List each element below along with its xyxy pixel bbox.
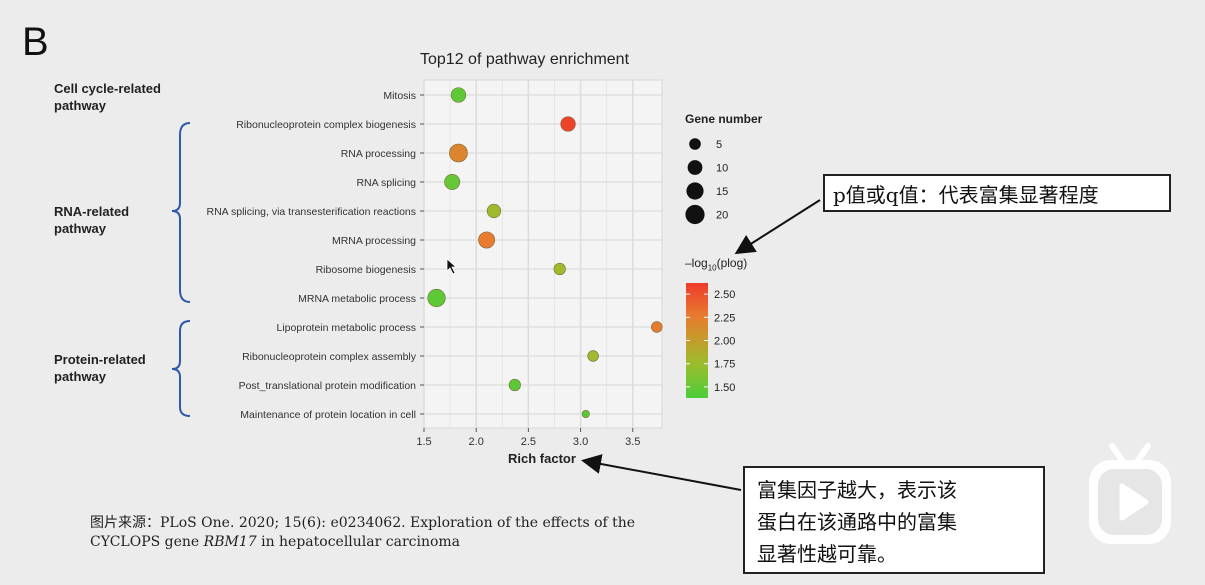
x-ticks: 1.5 2.0 2.5 3.0 3.5 (416, 428, 640, 448)
point-9 (587, 350, 599, 362)
mouse-cursor-icon (446, 258, 458, 275)
category-label-1: Ribonucleoprotein complex biogenesis (236, 119, 416, 131)
callout-rich-line-1: 富集因子越大，表示该 (757, 478, 957, 502)
x-tick-label-1: 2.0 (469, 436, 484, 448)
color-legend-title: –log10(plog) (685, 256, 748, 273)
callout-rich-line-2: 蛋白在该通路中的富集 (757, 510, 957, 534)
colorbar-ticks: 2.50 2.25 2.00 1.75 1.50 (686, 289, 735, 394)
size-legend-dot-1 (687, 160, 703, 175)
category-label-2: RNA processing (341, 148, 416, 160)
point-0 (450, 87, 467, 103)
callout-rich-line-3: 显著性越可靠。 (757, 542, 897, 566)
size-legend-dot-2 (686, 182, 704, 200)
arrow-to-color-legend (734, 199, 821, 255)
point-3 (444, 174, 461, 190)
point-1 (560, 116, 576, 132)
size-legend-label-3: 20 (716, 210, 728, 222)
bubble-chart: 1.5 2.0 2.5 3.0 3.5 Mitosis Ribonucleoprotein… (206, 79, 663, 448)
plot-panel (423, 79, 663, 429)
category-label-5: MRNA processing (332, 235, 416, 247)
point-6 (553, 262, 566, 276)
source-line-1: 图片来源：PLoS One. 2020; 15(6): e0234062. Ex… (90, 515, 636, 531)
size-legend-label-0: 5 (716, 139, 722, 151)
point-4 (486, 203, 502, 219)
size-legend-title: Gene number (685, 112, 763, 126)
x-tick-label-0: 1.5 (416, 436, 431, 448)
colorbar-label-4: 1.50 (714, 382, 735, 394)
x-tick-label-2: 2.5 (521, 436, 536, 448)
point-8 (651, 321, 663, 333)
callout-rich-factor: 富集因子越大，表示该 蛋白在该通路中的富集 显著性越可靠。 (743, 466, 1045, 574)
group-brackets (171, 122, 191, 417)
category-label-11: Maintenance of protein location in cell (240, 409, 416, 421)
colorbar-label-3: 1.75 (714, 359, 735, 371)
group-label-rna: RNA-related pathway (54, 204, 130, 236)
group-label-cell-cycle: Cell cycle-related pathway (54, 81, 161, 113)
panel-letter: B (22, 20, 49, 64)
callout-pvalue: p值或q值：代表富集显著程度 (823, 174, 1171, 212)
grid (423, 80, 662, 428)
size-legend-label-2: 15 (716, 186, 728, 198)
point-5 (478, 231, 496, 249)
category-label-10: Post_translational protein modification (239, 380, 417, 392)
protein-bracket (171, 320, 191, 417)
category-label-0: Mitosis (383, 90, 416, 102)
colorbar (686, 283, 708, 398)
colorbar-label-0: 2.50 (714, 289, 735, 301)
point-2 (449, 143, 468, 163)
source-citation: 图片来源：PLoS One. 2020; 15(6): e0234062. Ex… (90, 514, 635, 552)
data-points (427, 87, 663, 418)
category-label-4: RNA splicing, via transesterification re… (206, 206, 416, 218)
category-label-7: MRNA metabolic process (298, 293, 416, 305)
x-tick-label-4: 3.5 (625, 436, 640, 448)
point-11 (581, 409, 590, 418)
x-axis-label: Rich factor (508, 451, 576, 466)
colorbar-label-2: 2.00 (714, 336, 735, 348)
chart-title: Top12 of pathway enrichment (420, 51, 630, 68)
category-label-6: Ribosome biogenesis (316, 264, 416, 276)
arrow-to-rich-factor (581, 454, 742, 491)
category-label-8: Lipoprotein metabolic process (277, 322, 417, 334)
point-7 (427, 288, 446, 308)
rna-bracket (171, 122, 191, 303)
size-legend-dot-3 (685, 204, 705, 225)
category-label-9: Ribonucleoprotein complex assembly (242, 351, 417, 363)
size-legend-label-1: 10 (716, 163, 728, 175)
category-labels: Mitosis Ribonucleoprotein complex biogene… (206, 90, 424, 421)
size-legend: 5 10 15 20 (685, 138, 728, 225)
x-tick-label-3: 3.0 (573, 436, 588, 448)
tv-play-logo-icon (1089, 443, 1171, 544)
size-legend-dot-0 (689, 138, 701, 150)
point-10 (508, 378, 521, 392)
group-label-protein: Protein-related pathway (54, 352, 146, 384)
category-label-3: RNA splicing (356, 177, 416, 189)
source-line-2: CYCLOPS gene RBM17 in hepatocellular car… (90, 534, 461, 550)
colorbar-label-1: 2.25 (714, 312, 735, 324)
